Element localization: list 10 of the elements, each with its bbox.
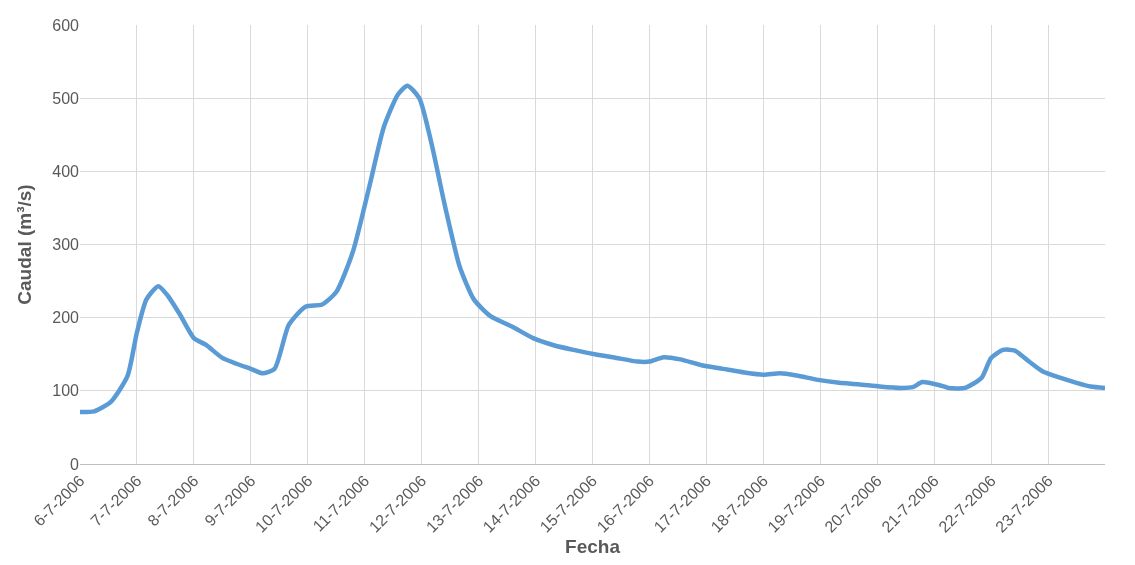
y-tick-label: 100 [52,382,80,400]
y-tick-label: 600 [52,16,80,34]
y-tick-label: 200 [52,309,80,327]
line-series [80,83,1105,415]
x-axis-title: Fecha [565,535,621,557]
y-tick-label: 500 [52,89,80,107]
y-tick-label: 300 [52,236,80,254]
y-tick-label: 0 [70,455,80,473]
y-axis-title: Caudal (m³/s) [14,184,36,305]
y-tick-label: 400 [52,162,80,180]
